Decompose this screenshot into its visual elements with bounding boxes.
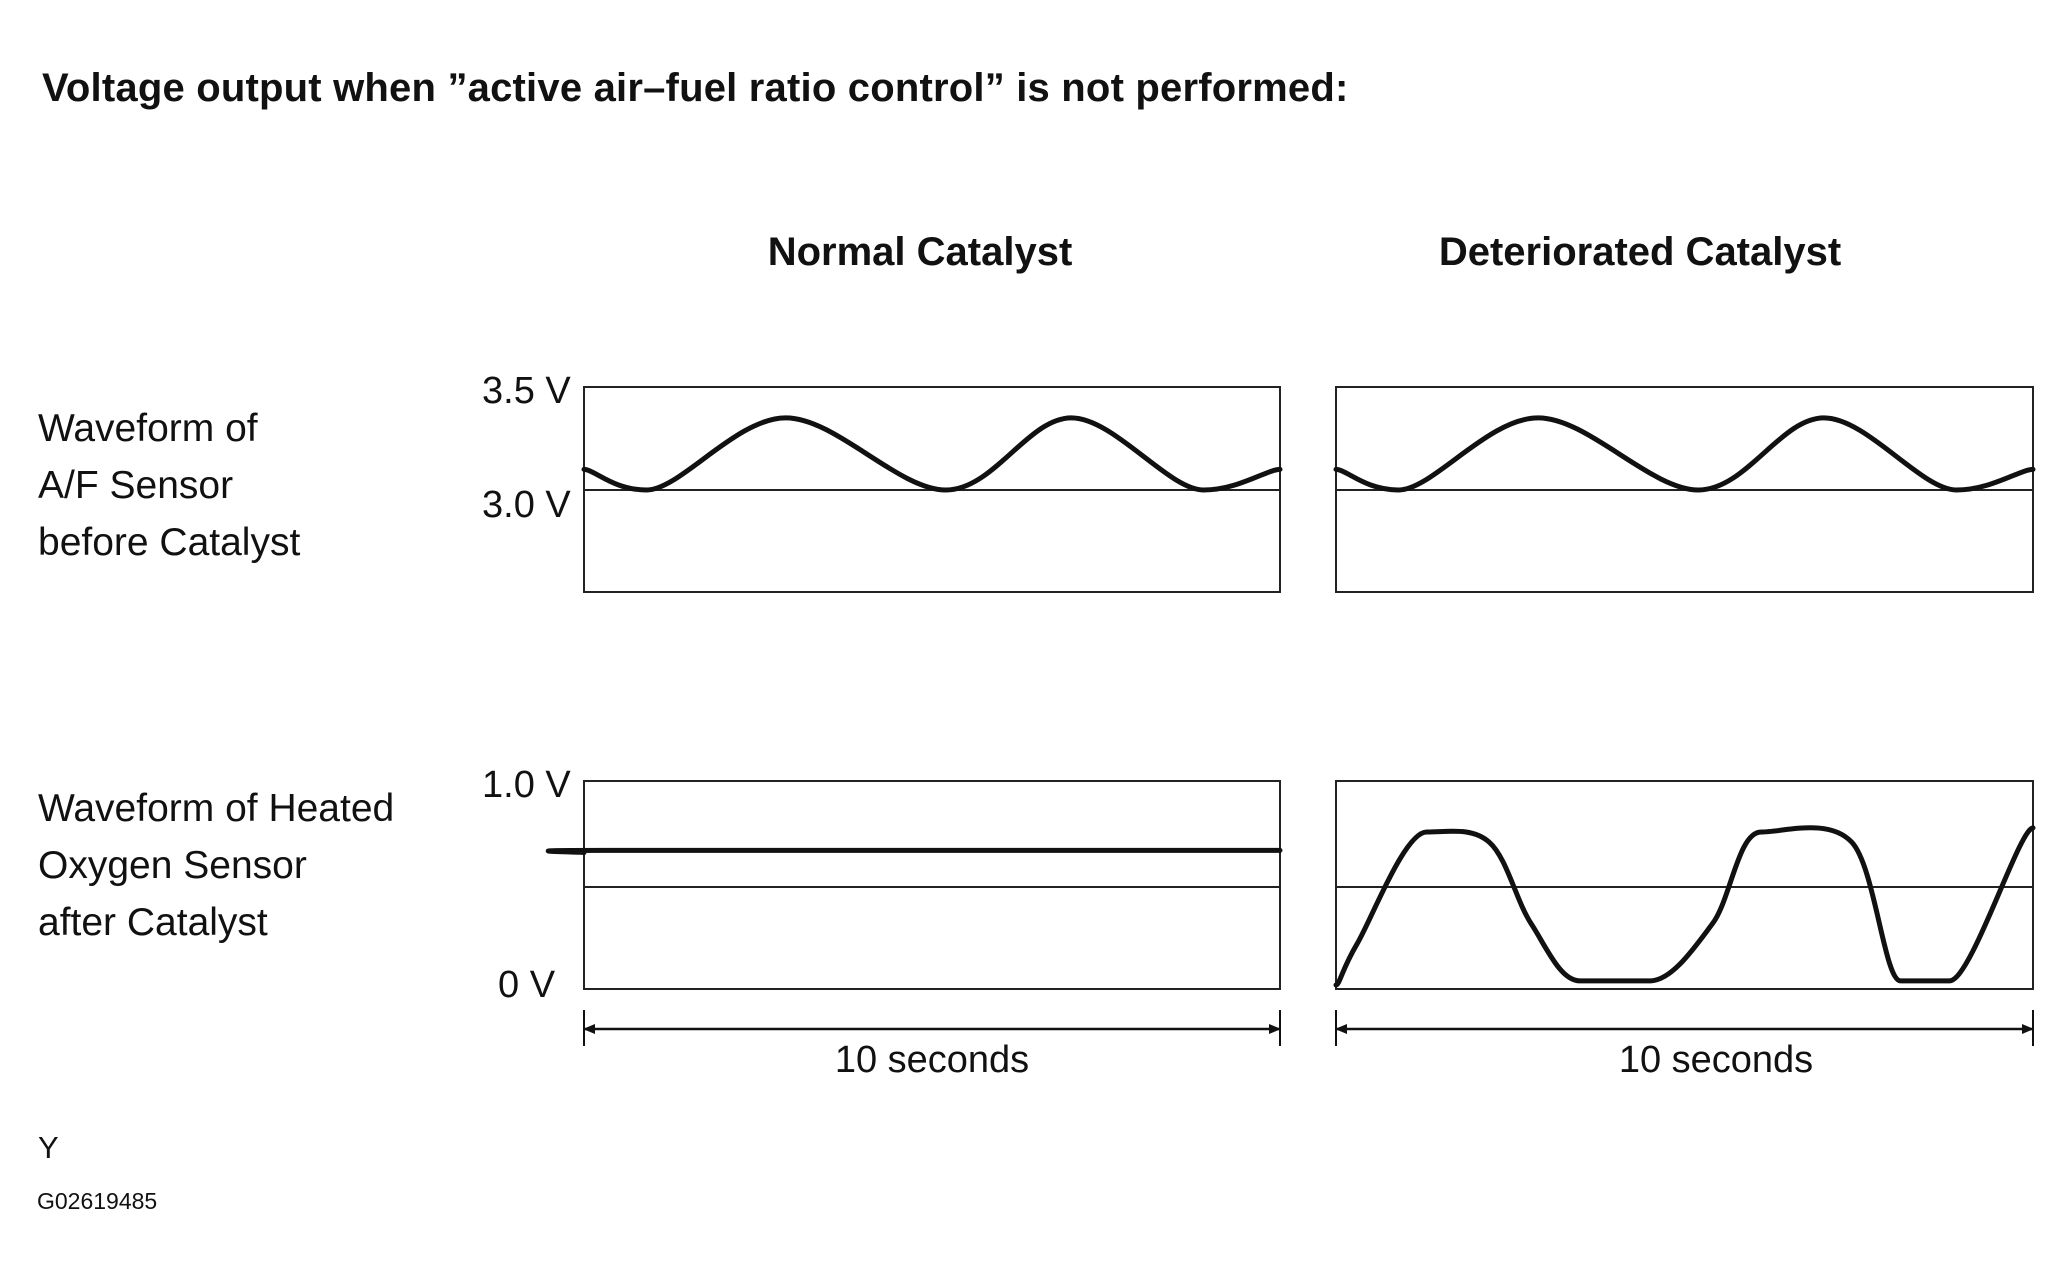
row-label-oxygen-sensor: Waveform of Heated Oxygen Sensor after C… [38, 780, 394, 951]
waveform-o2-normal [545, 847, 1283, 855]
waveform-af-normal [581, 415, 1283, 493]
row-label-af-sensor-line-3: before Catalyst [38, 521, 301, 564]
waveform-o2-deteriorated [1333, 825, 2036, 988]
y-label-0v: 0 V [498, 964, 556, 1006]
row-label-af-sensor-line-1: Waveform of [38, 407, 258, 450]
panel-o2-deteriorated [1335, 780, 2034, 990]
column-header-deteriorated-catalyst: Deteriorated Catalyst [1438, 230, 1842, 274]
row-label-af-sensor: Waveform of A/F Sensor before Catalyst [38, 400, 300, 571]
time-span-label-normal: 10 seconds [835, 1039, 1029, 1081]
diagram-title: Voltage output when ”active air–fuel rat… [42, 66, 1349, 110]
y-label-3-0v: 3.0 V [482, 484, 571, 526]
waveform-af-deteriorated [1333, 415, 2036, 493]
y-label-3-5v: 3.5 V [482, 370, 571, 412]
column-header-normal-catalyst: Normal Catalyst [767, 230, 1073, 274]
figure-code: G02619485 [37, 1188, 158, 1214]
time-span-label-deteriorated: 10 seconds [1619, 1039, 1813, 1081]
y-label-1-0v: 1.0 V [482, 764, 571, 806]
row-label-oxygen-sensor-line-3: after Catalyst [38, 901, 268, 944]
row-label-oxygen-sensor-line-2: Oxygen Sensor [38, 844, 307, 887]
row-label-af-sensor-line-2: A/F Sensor [38, 464, 234, 507]
footer-mark: Y [38, 1130, 59, 1165]
row-label-oxygen-sensor-line-1: Waveform of Heated [38, 787, 395, 830]
panel-o2-normal [583, 780, 1281, 990]
